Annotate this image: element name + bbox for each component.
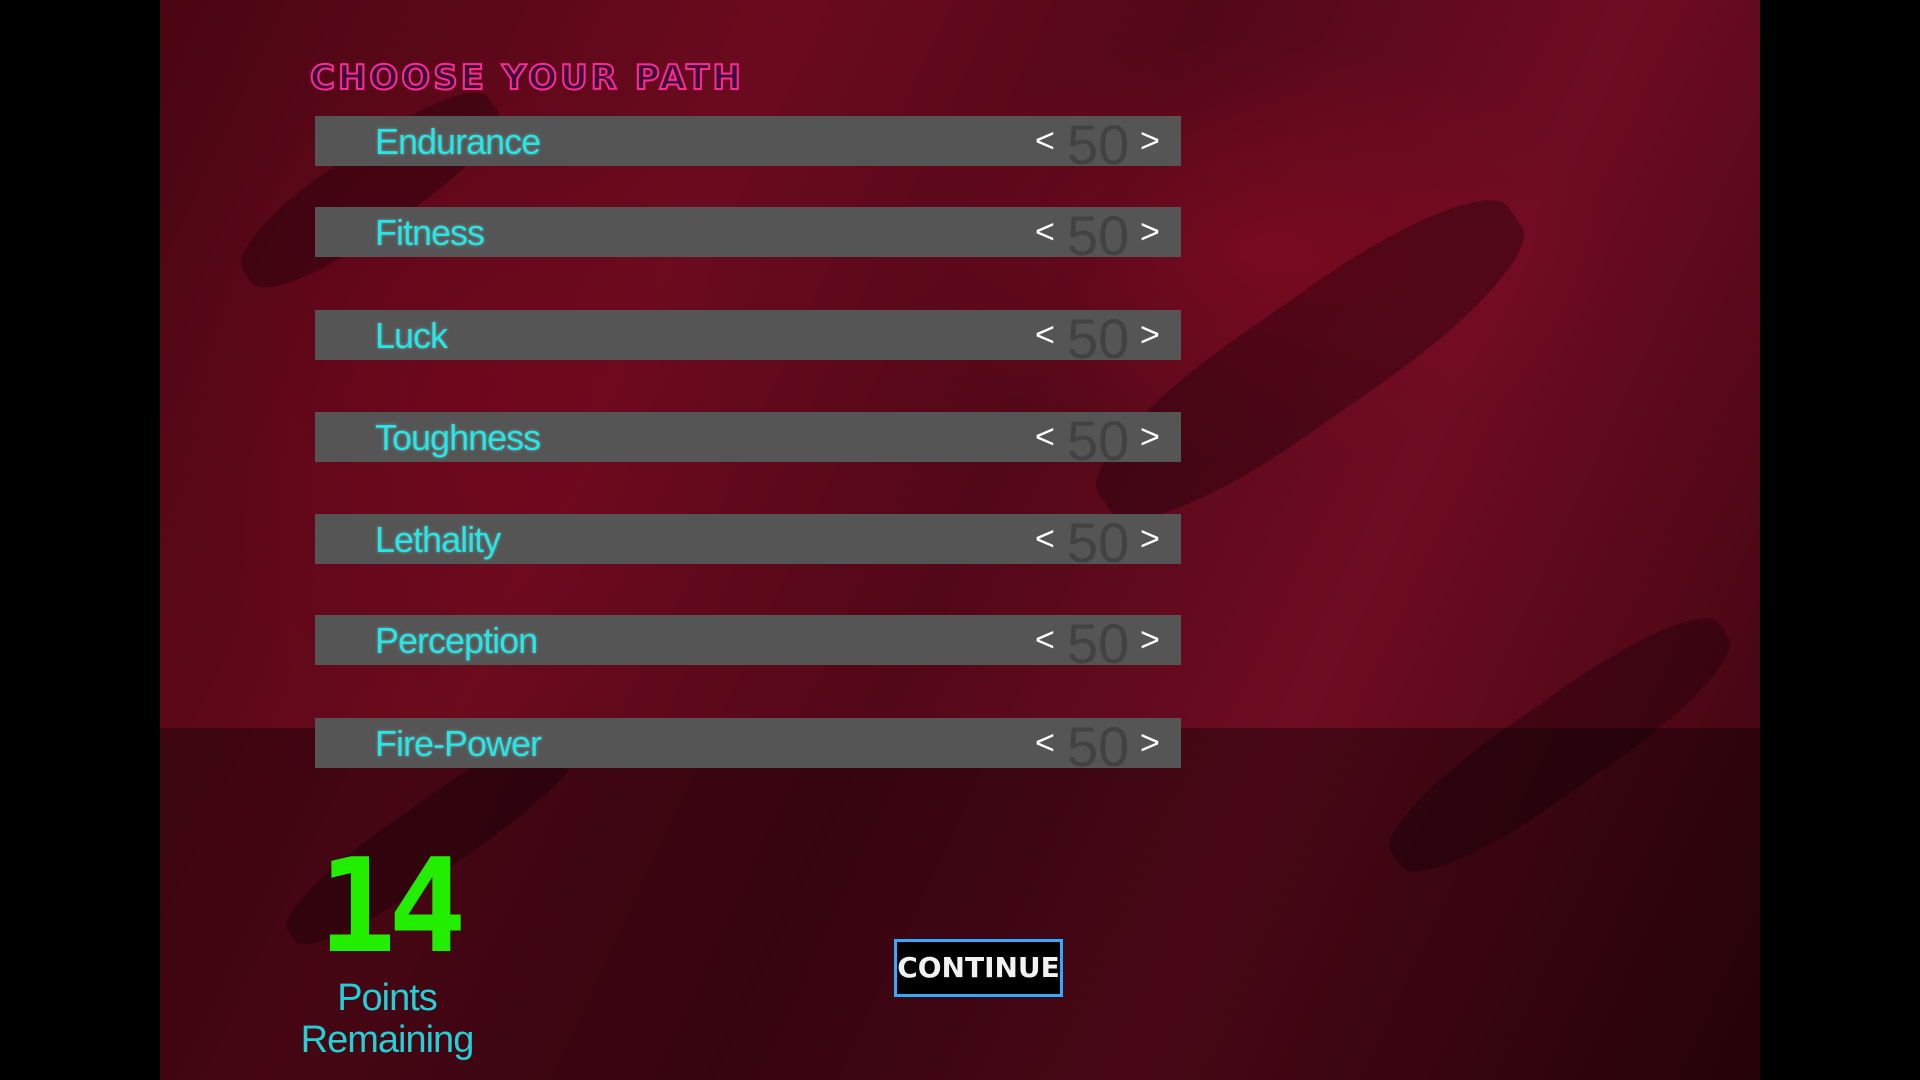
increase-endurance-button[interactable]: > xyxy=(1140,122,1160,160)
increase-toughness-button[interactable]: > xyxy=(1140,418,1160,456)
continue-button[interactable]: CONTINUE xyxy=(894,939,1063,997)
stat-row-perception: Perception < 50 > xyxy=(315,612,1181,675)
decrease-fire-power-button[interactable]: < xyxy=(1035,724,1055,762)
stat-label: Endurance xyxy=(375,121,541,162)
stat-row-lethality: Lethality < 50 > xyxy=(315,511,1181,574)
stat-row-endurance: Endurance < 50 > xyxy=(315,113,1181,176)
stat-value: 50 xyxy=(1067,511,1130,574)
points-remaining-value: 14 xyxy=(318,830,467,982)
stat-row-toughness: Toughness < 50 > xyxy=(315,409,1181,472)
stat-label: Fitness xyxy=(375,212,485,253)
stat-label: Toughness xyxy=(375,417,541,458)
points-label-line2: Remaining xyxy=(300,1019,475,1061)
decrease-luck-button[interactable]: < xyxy=(1035,316,1055,354)
stat-row-fitness: Fitness < 50 > xyxy=(315,204,1181,267)
stat-value: 50 xyxy=(1067,113,1130,176)
increase-perception-button[interactable]: > xyxy=(1140,621,1160,659)
decrease-toughness-button[interactable]: < xyxy=(1035,418,1055,456)
stat-value: 50 xyxy=(1067,409,1130,472)
decrease-lethality-button[interactable]: < xyxy=(1035,520,1055,558)
stat-label: Luck xyxy=(375,315,448,356)
increase-lethality-button[interactable]: > xyxy=(1140,520,1160,558)
stat-label: Perception xyxy=(375,620,538,661)
stat-value: 50 xyxy=(1067,204,1130,267)
stat-label: Fire-Power xyxy=(375,723,542,764)
stat-row-fire-power: Fire-Power < 50 > xyxy=(315,715,1181,778)
increase-fitness-button[interactable]: > xyxy=(1140,213,1160,251)
stat-value: 50 xyxy=(1067,612,1130,675)
decrease-endurance-button[interactable]: < xyxy=(1035,122,1055,160)
points-remaining-label: Points Remaining xyxy=(287,977,487,1061)
decrease-fitness-button[interactable]: < xyxy=(1035,213,1055,251)
stat-value: 50 xyxy=(1067,307,1130,370)
page-title: CHOOSE YOUR PATH xyxy=(309,57,744,99)
stat-row-luck: Luck < 50 > xyxy=(315,307,1181,370)
increase-fire-power-button[interactable]: > xyxy=(1140,724,1160,762)
stat-label: Lethality xyxy=(375,519,501,560)
stat-value: 50 xyxy=(1067,715,1130,778)
points-label-line1: Points xyxy=(337,977,438,1019)
decrease-perception-button[interactable]: < xyxy=(1035,621,1055,659)
increase-luck-button[interactable]: > xyxy=(1140,316,1160,354)
